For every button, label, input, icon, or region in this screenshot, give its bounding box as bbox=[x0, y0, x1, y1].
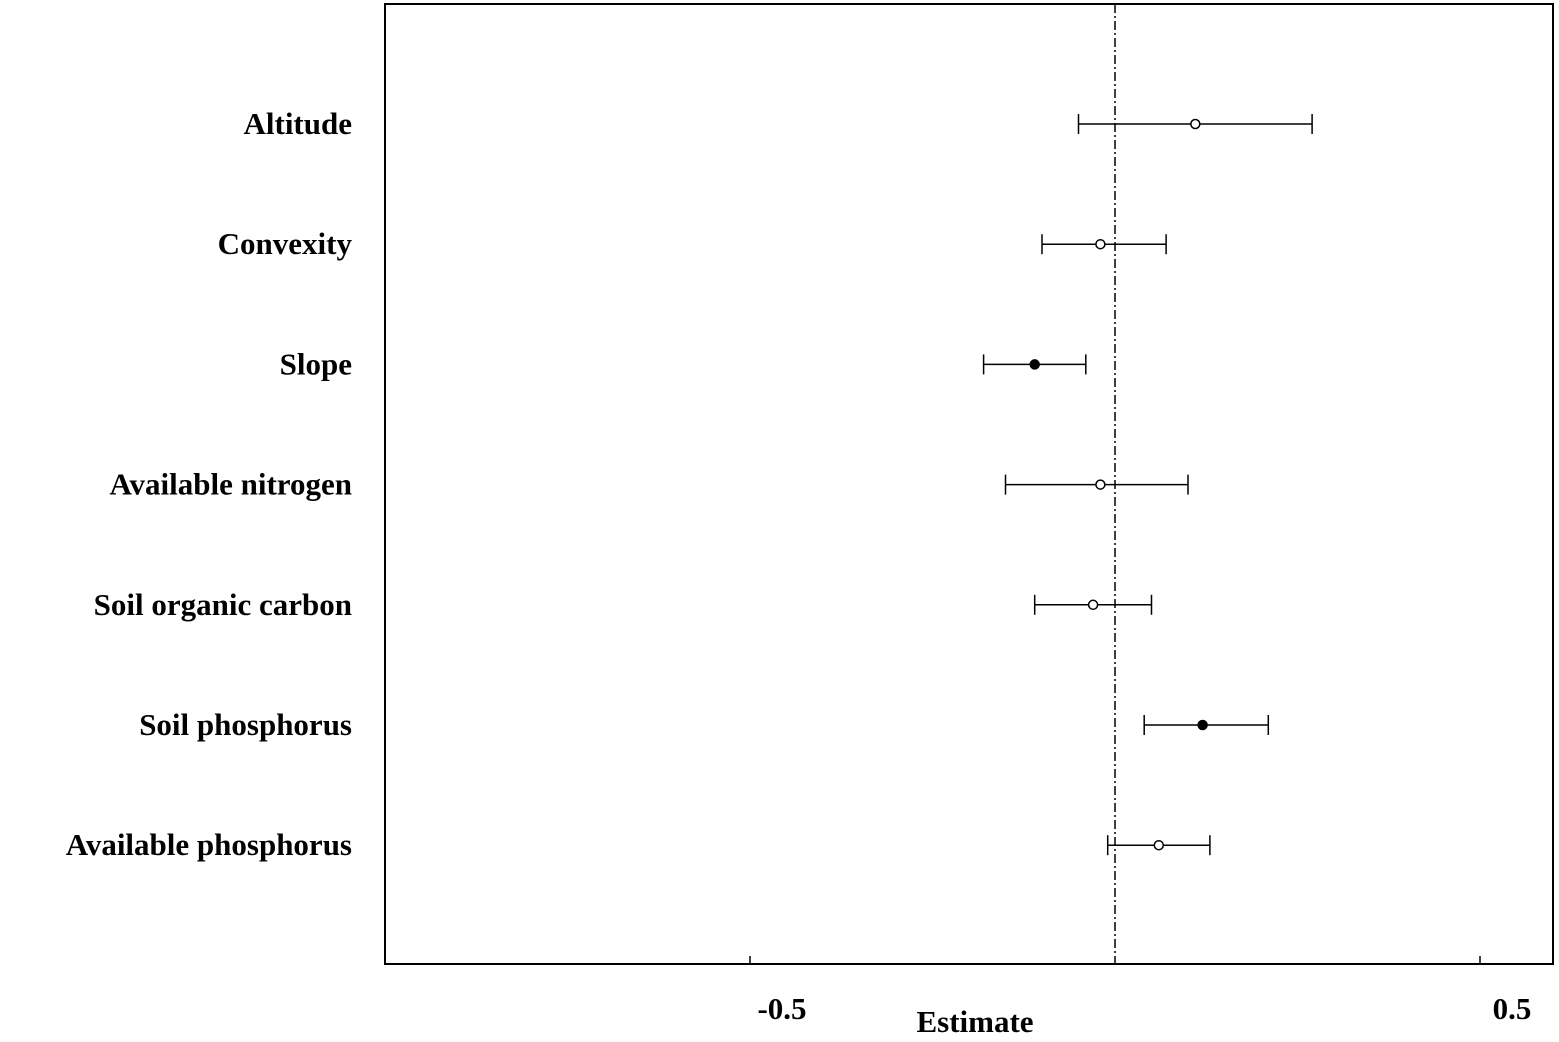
variable-label: Altitude bbox=[244, 106, 353, 141]
variable-label: Soil phosphorus bbox=[139, 707, 352, 742]
variable-label: Soil organic carbon bbox=[94, 587, 352, 622]
estimate-point-open bbox=[1153, 839, 1165, 851]
x-axis-label: Estimate bbox=[916, 1004, 1033, 1037]
variable-label: Available phosphorus bbox=[66, 827, 352, 862]
estimate-row bbox=[1106, 835, 1211, 856]
variable-label: Convexity bbox=[218, 226, 353, 261]
estimate-point-open bbox=[1190, 118, 1201, 130]
plot-frame bbox=[384, 3, 1554, 965]
x-tick-label: -0.5 bbox=[757, 991, 806, 1026]
estimate-row bbox=[1077, 114, 1313, 134]
estimate-point-open bbox=[1095, 238, 1106, 250]
estimate-point-open bbox=[1087, 599, 1099, 611]
estimate-row bbox=[1143, 715, 1270, 735]
estimate-point-open bbox=[1095, 479, 1106, 490]
variable-label: Slope bbox=[280, 346, 352, 381]
x-axis-ticks: -0.5 0.5 bbox=[749, 956, 1532, 1026]
estimate-row bbox=[1033, 594, 1153, 615]
estimate-row bbox=[1041, 234, 1167, 255]
estimate-point-filled bbox=[1197, 719, 1208, 731]
estimate-rows bbox=[982, 114, 1313, 856]
x-tick-label: 0.5 bbox=[1493, 991, 1532, 1026]
estimate-point-filled bbox=[1029, 359, 1040, 370]
variable-label: Available nitrogen bbox=[109, 467, 352, 502]
estimate-row bbox=[982, 354, 1087, 375]
estimate-row bbox=[1004, 474, 1189, 495]
variable-labels: Altitude Convexity Slope Available nitrogen… bbox=[66, 106, 353, 862]
